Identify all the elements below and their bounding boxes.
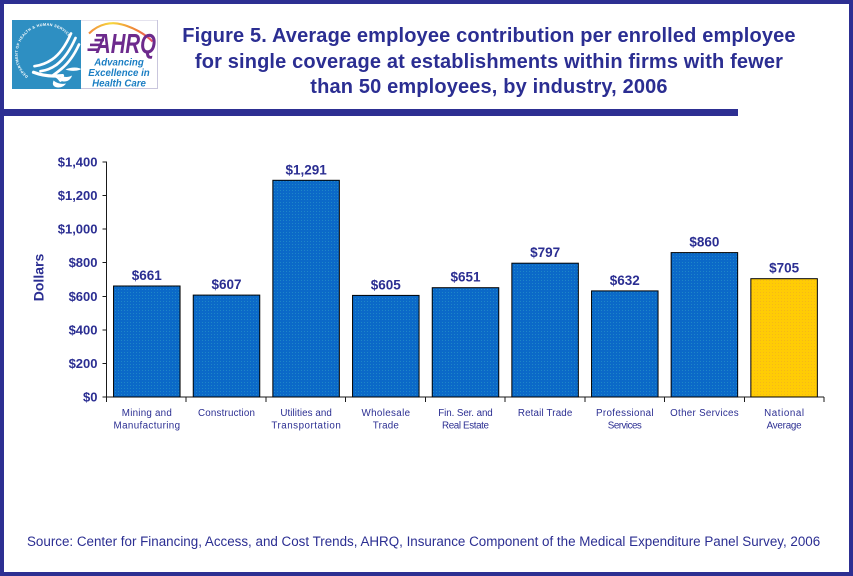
svg-text:Professional: Professional xyxy=(596,408,654,419)
svg-text:Retail Trade: Retail Trade xyxy=(518,408,573,419)
svg-text:Trade: Trade xyxy=(373,421,400,432)
svg-text:Dollars: Dollars xyxy=(31,254,47,302)
svg-text:Health Care: Health Care xyxy=(92,79,146,90)
svg-text:$1,000: $1,000 xyxy=(58,222,98,237)
svg-text:$0: $0 xyxy=(83,390,97,405)
svg-text:$661: $661 xyxy=(132,268,163,283)
svg-text:Other Services: Other Services xyxy=(670,408,739,419)
svg-text:Average: Average xyxy=(767,421,803,432)
svg-text:$200: $200 xyxy=(69,356,98,371)
svg-text:Real Estate: Real Estate xyxy=(442,421,490,432)
svg-text:$607: $607 xyxy=(211,277,241,292)
svg-text:$705: $705 xyxy=(769,261,800,276)
svg-text:$1,400: $1,400 xyxy=(58,155,98,170)
svg-text:$860: $860 xyxy=(689,235,719,250)
svg-text:Advancing: Advancing xyxy=(93,58,144,69)
svg-text:$800: $800 xyxy=(69,255,98,270)
svg-text:Wholesale: Wholesale xyxy=(362,408,411,419)
svg-text:$1,200: $1,200 xyxy=(58,188,98,203)
svg-text:AHRQ: AHRQ xyxy=(95,28,156,59)
svg-text:$605: $605 xyxy=(371,277,402,292)
svg-text:$651: $651 xyxy=(450,270,481,285)
svg-text:Transportation: Transportation xyxy=(271,421,341,432)
svg-text:Manufacturing: Manufacturing xyxy=(114,421,181,432)
svg-text:Excellence in: Excellence in xyxy=(88,68,149,79)
svg-text:$400: $400 xyxy=(69,322,98,337)
svg-text:$797: $797 xyxy=(530,245,560,260)
svg-text:Services: Services xyxy=(608,421,642,432)
svg-text:National: National xyxy=(764,408,804,419)
svg-text:$600: $600 xyxy=(69,289,98,304)
svg-text:Construction: Construction xyxy=(198,408,255,419)
svg-text:Fin. Ser. and: Fin. Ser. and xyxy=(438,408,493,419)
svg-text:$632: $632 xyxy=(610,273,640,288)
svg-text:Mining and: Mining and xyxy=(122,408,172,419)
svg-text:$1,291: $1,291 xyxy=(285,162,327,177)
svg-text:Utilities and: Utilities and xyxy=(280,408,332,419)
